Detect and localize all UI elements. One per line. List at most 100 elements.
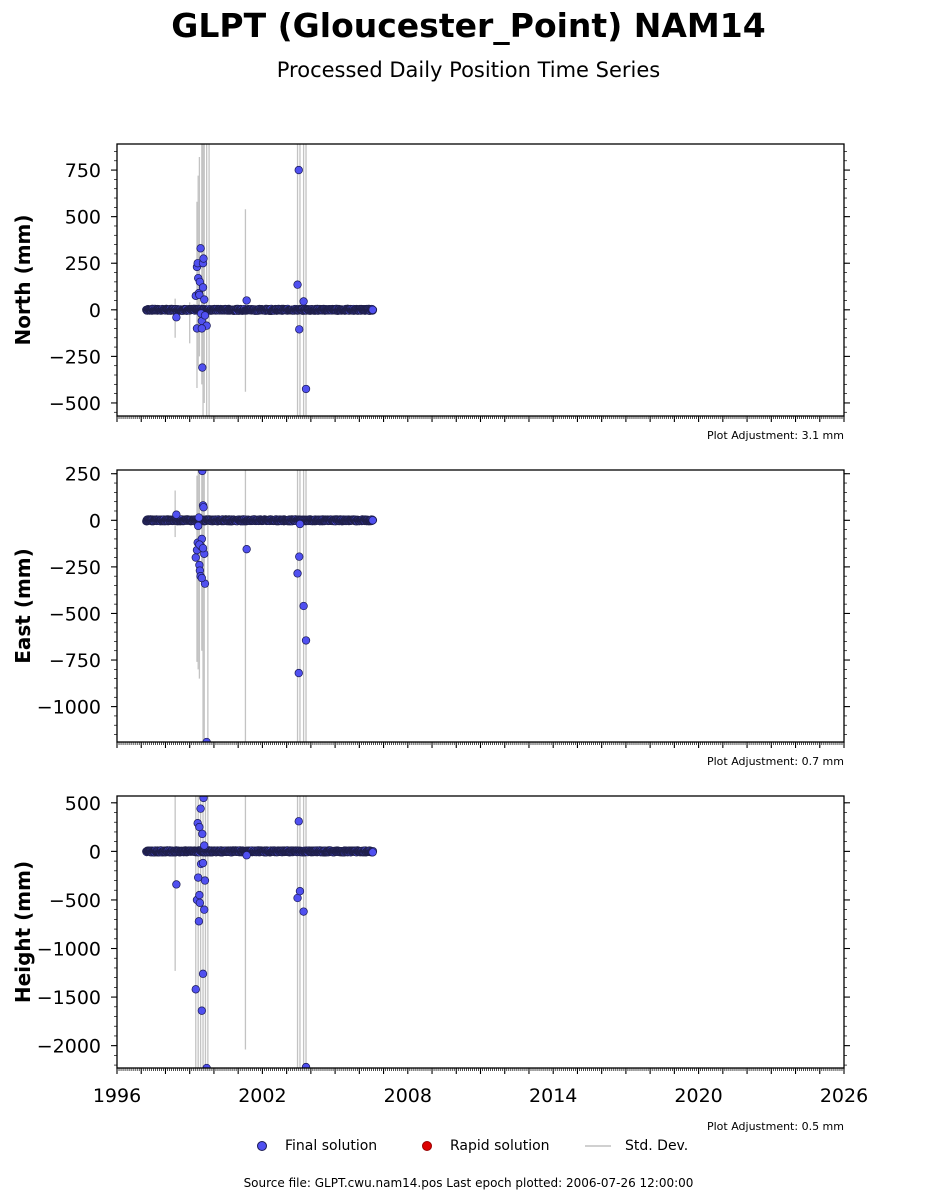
solution-point xyxy=(200,876,210,885)
x-tick-label: 2008 xyxy=(384,1085,432,1107)
solution-point xyxy=(199,254,208,263)
x-tick-label: 2026 xyxy=(820,1085,868,1107)
plot-frame xyxy=(116,143,845,417)
plot-adjustment-note: Plot Adjustment: 0.7 mm xyxy=(707,755,844,768)
legend-item-final: Final solution xyxy=(257,1138,377,1154)
solution-point xyxy=(294,817,303,826)
legend-label-final: Final solution xyxy=(285,1138,378,1154)
y-axis-label: East (mm) xyxy=(11,548,35,664)
solution-point xyxy=(299,907,308,916)
solution-point xyxy=(198,363,207,372)
y-axis-label: Height (mm) xyxy=(11,861,35,1003)
solution-point xyxy=(242,851,251,860)
solution-point xyxy=(196,804,205,813)
solution-point xyxy=(194,513,204,522)
y-tick-label: −500 xyxy=(49,393,101,415)
y-tick-label: −1000 xyxy=(37,939,101,961)
legend: Final solution Rapid solution Std. Dev. xyxy=(0,1138,937,1158)
y-tick-label: 250 xyxy=(65,253,101,275)
solution-point xyxy=(198,283,208,292)
solution-point xyxy=(299,601,308,611)
solution-point xyxy=(368,848,377,857)
solution-point xyxy=(197,324,206,333)
solution-point xyxy=(197,573,206,583)
solution-point xyxy=(198,858,208,868)
y-tick-label: 250 xyxy=(65,464,101,486)
y-tick-label: −1500 xyxy=(37,987,101,1009)
solution-point xyxy=(200,311,210,320)
solution-point xyxy=(293,569,302,578)
y-tick-label: 500 xyxy=(65,793,101,815)
plot-adjustment-note: Plot Adjustment: 3.1 mm xyxy=(707,429,844,442)
solution-point xyxy=(198,544,208,553)
solution-point xyxy=(299,297,308,306)
y-axis-label: North (mm) xyxy=(11,214,35,345)
solution-point xyxy=(194,521,203,531)
y-tick-label: −500 xyxy=(49,890,101,912)
y-tick-label: −250 xyxy=(49,557,101,579)
solution-point xyxy=(200,841,209,850)
solution-point xyxy=(368,305,377,314)
source-footer: Source file: GLPT.cwu.nam14.pos Last epo… xyxy=(243,1176,694,1190)
y-tick-label: 750 xyxy=(65,160,101,182)
plot-area xyxy=(142,470,378,742)
solution-point xyxy=(202,737,211,742)
solution-point xyxy=(301,384,311,394)
solution-point xyxy=(294,165,303,175)
plot-area xyxy=(142,796,378,1068)
legend-item-std: Std. Dev. xyxy=(585,1138,688,1154)
plot-area xyxy=(142,144,378,416)
solution-point xyxy=(198,829,207,839)
y-tick-label: 0 xyxy=(89,300,101,322)
panel-3: 1996 2002 2008 2014 2020 2026 500 0 −500 −1000 −15… xyxy=(11,793,868,1133)
solution-point xyxy=(197,1006,206,1015)
solution-point xyxy=(196,244,205,253)
solution-point xyxy=(199,503,208,512)
solution-point xyxy=(172,510,181,519)
solution-point xyxy=(242,296,251,305)
solution-point xyxy=(295,519,305,529)
y-tick-label: 0 xyxy=(89,510,101,532)
x-tick-label: 2002 xyxy=(238,1085,286,1107)
y-tick-label: −1000 xyxy=(37,697,101,719)
y-tick-label: −750 xyxy=(49,650,101,672)
chart-subtitle: Processed Daily Position Time Series xyxy=(276,58,661,82)
x-tick-label: 1996 xyxy=(93,1085,141,1107)
solution-point xyxy=(199,796,208,803)
solution-point xyxy=(194,917,204,926)
solution-point xyxy=(191,553,200,562)
plot-frame xyxy=(116,469,845,743)
panel-1: 750 500 250 0 −250 −500 North (mm) Plot Adjustm… xyxy=(11,143,850,442)
x-tick-label: 2014 xyxy=(529,1085,577,1107)
solution-point xyxy=(198,470,207,476)
solution-point xyxy=(172,313,181,322)
solution-point xyxy=(301,636,311,645)
chart-title: GLPT (Gloucester_Point) NAM14 xyxy=(171,6,766,45)
solution-point xyxy=(293,280,302,289)
legend-marker-final xyxy=(257,1141,267,1151)
solution-point xyxy=(191,985,200,994)
legend-marker-rapid xyxy=(422,1141,432,1151)
y-tick-label: −2000 xyxy=(37,1036,101,1058)
solution-point xyxy=(198,969,208,978)
y-tick-label: −250 xyxy=(49,346,101,368)
legend-label-rapid: Rapid solution xyxy=(450,1138,550,1154)
y-tick-label: −500 xyxy=(49,603,101,625)
solution-point xyxy=(295,552,304,561)
legend-label-std: Std. Dev. xyxy=(625,1138,689,1154)
solution-point xyxy=(295,887,305,896)
solution-point xyxy=(200,295,209,304)
solution-point xyxy=(200,905,209,914)
plot-adjustment-note: Plot Adjustment: 0.5 mm xyxy=(707,1120,844,1133)
legend-marker-std xyxy=(585,1145,611,1147)
solution-point xyxy=(295,325,304,334)
solution-point xyxy=(368,516,377,525)
plot-frame xyxy=(116,795,845,1069)
x-tick-label: 2020 xyxy=(674,1085,722,1107)
solution-point xyxy=(242,545,251,554)
panel-2: 250 0 −250 −500 −750 −1000 East (mm) Plot Adjus… xyxy=(11,464,850,768)
y-tick-label: 0 xyxy=(89,841,101,863)
legend-item-rapid: Rapid solution xyxy=(422,1138,550,1154)
solution-point xyxy=(294,668,303,678)
